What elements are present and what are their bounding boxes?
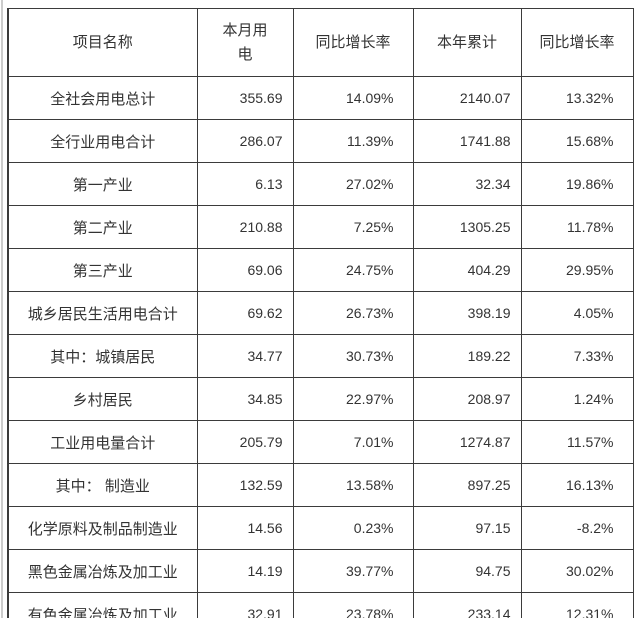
month-usage-cell: 205.79 [196, 420, 294, 464]
month-usage-cell: 32.91 [196, 592, 294, 618]
month-usage-cell: 14.56 [196, 506, 294, 550]
month-usage-cell: 210.88 [196, 205, 294, 249]
ytd-yoy-cell: 15.68% [520, 119, 634, 163]
ytd-usage-cell: 1741.88 [412, 119, 522, 163]
ytd-yoy-cell: 19.86% [520, 162, 634, 206]
ytd-yoy-cell: -8.2% [520, 506, 634, 550]
month-yoy-cell: 11.39% [292, 119, 414, 163]
month-yoy-cell: 26.73% [292, 291, 414, 335]
ytd-usage-cell: 32.34 [412, 162, 522, 206]
month-usage-cell: 34.85 [196, 377, 294, 421]
row-label-cell: 全行业用电合计 [7, 119, 198, 163]
header-ytd-yoy: 同比增长率 [520, 8, 634, 77]
ytd-usage-cell: 208.97 [412, 377, 522, 421]
ytd-usage-cell: 897.25 [412, 463, 522, 507]
month-usage-cell: 286.07 [196, 119, 294, 163]
electricity-usage-table: 项目名称 本月用电 同比增长率 本年累计 同比增长率 全社会用电总计 355.69… [7, 8, 634, 618]
table-row: 第二产业 210.88 7.25% 1305.25 11.78% [7, 205, 634, 249]
month-usage-cell: 69.06 [196, 248, 294, 292]
ytd-yoy-cell: 4.05% [520, 291, 634, 335]
table-row: 其中： 制造业 132.59 13.58% 897.25 16.13% [7, 463, 634, 507]
table-row: 黑色金属冶炼及加工业 14.19 39.77% 94.75 30.02% [7, 549, 634, 593]
row-label-cell: 有色金属冶炼及加工业 [7, 592, 198, 618]
header-month-usage: 本月用电 [196, 8, 294, 77]
ytd-yoy-cell: 29.95% [520, 248, 634, 292]
left-edge-rule [1, 0, 3, 618]
row-label-cell: 第三产业 [7, 248, 198, 292]
month-yoy-cell: 23.78% [292, 592, 414, 618]
month-yoy-cell: 14.09% [292, 76, 414, 120]
ytd-yoy-cell: 30.02% [520, 549, 634, 593]
table-row: 第三产业 69.06 24.75% 404.29 29.95% [7, 248, 634, 292]
table-row: 城乡居民生活用电合计 69.62 26.73% 398.19 4.05% [7, 291, 634, 335]
ytd-usage-cell: 398.19 [412, 291, 522, 335]
month-yoy-cell: 27.02% [292, 162, 414, 206]
month-yoy-cell: 30.73% [292, 334, 414, 378]
table-row: 工业用电量合计 205.79 7.01% 1274.87 11.57% [7, 420, 634, 464]
ytd-yoy-cell: 7.33% [520, 334, 634, 378]
row-label-cell: 其中：城镇居民 [7, 334, 198, 378]
ytd-usage-cell: 1274.87 [412, 420, 522, 464]
month-yoy-cell: 7.25% [292, 205, 414, 249]
table-row: 其中：城镇居民 34.77 30.73% 189.22 7.33% [7, 334, 634, 378]
ytd-yoy-cell: 1.24% [520, 377, 634, 421]
month-usage-cell: 355.69 [196, 76, 294, 120]
header-ytd-usage: 本年累计 [412, 8, 522, 77]
ytd-usage-cell: 233.14 [412, 592, 522, 618]
ytd-yoy-cell: 13.32% [520, 76, 634, 120]
row-label-cell: 黑色金属冶炼及加工业 [7, 549, 198, 593]
table-row: 第一产业 6.13 27.02% 32.34 19.86% [7, 162, 634, 206]
row-label-cell: 化学原料及制品制造业 [7, 506, 198, 550]
row-label-cell: 城乡居民生活用电合计 [7, 291, 198, 335]
ytd-usage-cell: 94.75 [412, 549, 522, 593]
month-usage-cell: 34.77 [196, 334, 294, 378]
month-yoy-cell: 24.75% [292, 248, 414, 292]
ytd-yoy-cell: 11.78% [520, 205, 634, 249]
ytd-usage-cell: 189.22 [412, 334, 522, 378]
ytd-yoy-cell: 11.57% [520, 420, 634, 464]
month-usage-cell: 14.19 [196, 549, 294, 593]
header-month-yoy: 同比增长率 [292, 8, 414, 77]
row-label-cell: 乡村居民 [7, 377, 198, 421]
month-yoy-cell: 7.01% [292, 420, 414, 464]
month-yoy-cell: 22.97% [292, 377, 414, 421]
ytd-usage-cell: 404.29 [412, 248, 522, 292]
header-item-name: 项目名称 [7, 8, 198, 77]
ytd-yoy-cell: 16.13% [520, 463, 634, 507]
ytd-yoy-cell: 12.31% [520, 592, 634, 618]
row-label-cell: 其中： 制造业 [7, 463, 198, 507]
month-usage-cell: 69.62 [196, 291, 294, 335]
table-row: 有色金属冶炼及加工业 32.91 23.78% 233.14 12.31% [7, 592, 634, 618]
row-label-cell: 第二产业 [7, 205, 198, 249]
header-row: 项目名称 本月用电 同比增长率 本年累计 同比增长率 [7, 8, 634, 77]
month-usage-cell: 132.59 [196, 463, 294, 507]
month-yoy-cell: 0.23% [292, 506, 414, 550]
row-label-cell: 第一产业 [7, 162, 198, 206]
month-yoy-cell: 13.58% [292, 463, 414, 507]
row-label-cell: 全社会用电总计 [7, 76, 198, 120]
month-yoy-cell: 39.77% [292, 549, 414, 593]
table-row: 全行业用电合计 286.07 11.39% 1741.88 15.68% [7, 119, 634, 163]
table-row: 全社会用电总计 355.69 14.09% 2140.07 13.32% [7, 76, 634, 120]
ytd-usage-cell: 2140.07 [412, 76, 522, 120]
table-row: 化学原料及制品制造业 14.56 0.23% 97.15 -8.2% [7, 506, 634, 550]
table-row: 乡村居民 34.85 22.97% 208.97 1.24% [7, 377, 634, 421]
row-label-cell: 工业用电量合计 [7, 420, 198, 464]
ytd-usage-cell: 97.15 [412, 506, 522, 550]
month-usage-cell: 6.13 [196, 162, 294, 206]
ytd-usage-cell: 1305.25 [412, 205, 522, 249]
